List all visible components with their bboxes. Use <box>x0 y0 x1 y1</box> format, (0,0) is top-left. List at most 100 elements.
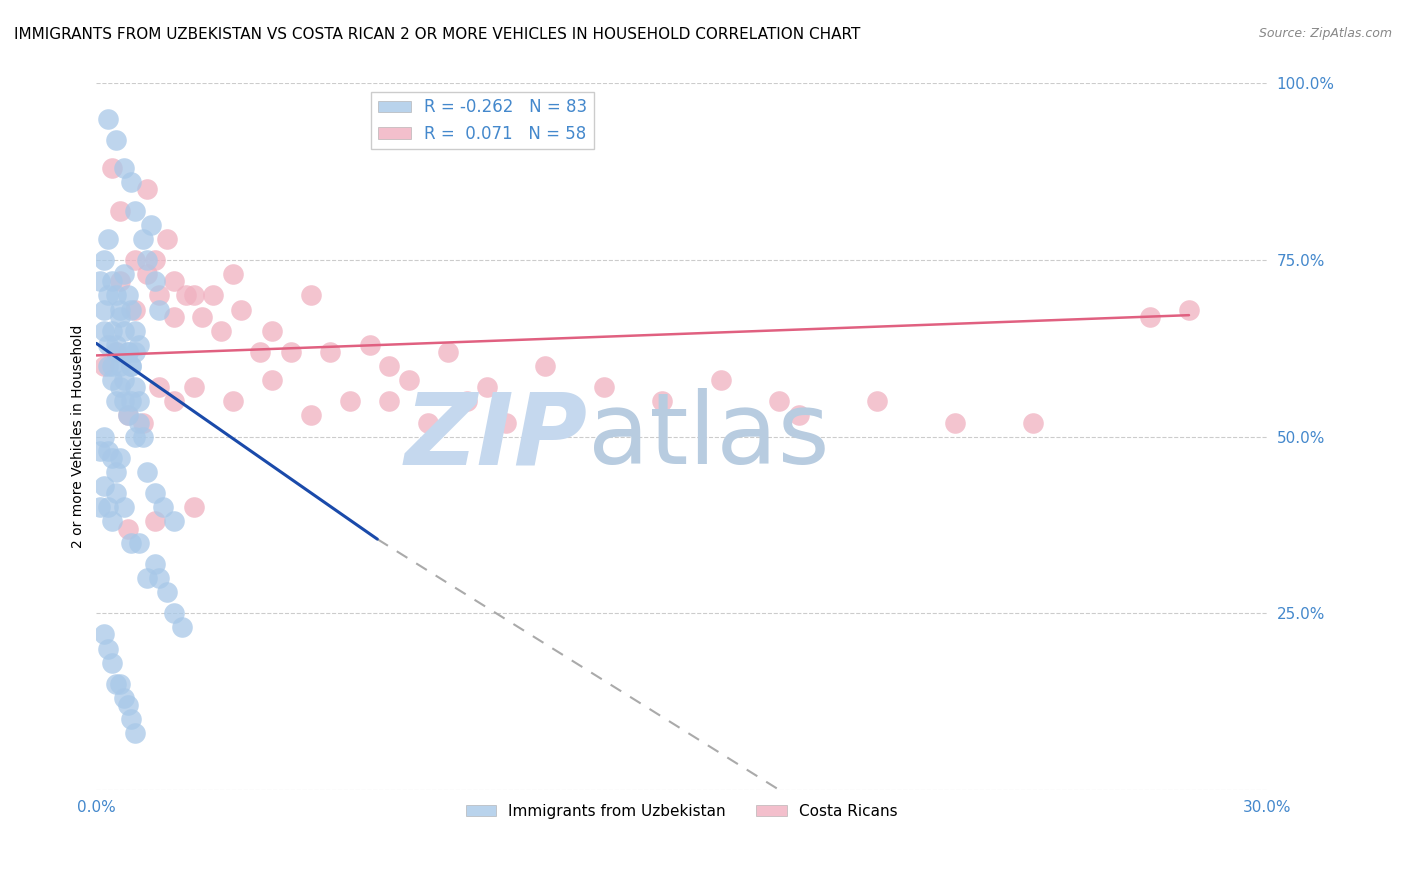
Point <box>132 232 155 246</box>
Point <box>124 345 146 359</box>
Point <box>398 373 420 387</box>
Point <box>97 288 120 302</box>
Point <box>104 338 127 352</box>
Point <box>112 691 135 706</box>
Point <box>339 394 361 409</box>
Point <box>249 345 271 359</box>
Point <box>136 253 159 268</box>
Point <box>97 641 120 656</box>
Point <box>112 267 135 281</box>
Point <box>229 302 252 317</box>
Point <box>124 726 146 740</box>
Point <box>112 324 135 338</box>
Point <box>172 620 194 634</box>
Point <box>436 345 458 359</box>
Point <box>710 373 733 387</box>
Point <box>163 310 186 324</box>
Point <box>101 359 124 373</box>
Point <box>148 302 170 317</box>
Point <box>101 515 124 529</box>
Point <box>148 288 170 302</box>
Point <box>222 267 245 281</box>
Point <box>139 218 162 232</box>
Point <box>121 394 143 409</box>
Point <box>299 288 322 302</box>
Point <box>136 267 159 281</box>
Point <box>128 416 150 430</box>
Point <box>943 416 966 430</box>
Point <box>108 450 131 465</box>
Point <box>101 656 124 670</box>
Point <box>183 380 205 394</box>
Point <box>121 359 143 373</box>
Point <box>93 479 115 493</box>
Point <box>534 359 557 373</box>
Point <box>183 288 205 302</box>
Text: ZIP: ZIP <box>405 388 588 485</box>
Point <box>155 232 177 246</box>
Point <box>93 302 115 317</box>
Point <box>101 161 124 176</box>
Point <box>121 302 143 317</box>
Point <box>319 345 342 359</box>
Point <box>93 359 115 373</box>
Point <box>592 380 614 394</box>
Point <box>128 338 150 352</box>
Point <box>117 288 139 302</box>
Point <box>104 394 127 409</box>
Point <box>1139 310 1161 324</box>
Point <box>124 203 146 218</box>
Point <box>117 409 139 423</box>
Point <box>136 571 159 585</box>
Point <box>117 345 139 359</box>
Text: atlas: atlas <box>588 388 830 485</box>
Point <box>1178 302 1201 317</box>
Point <box>97 359 120 373</box>
Point <box>163 394 186 409</box>
Point <box>97 443 120 458</box>
Point <box>190 310 212 324</box>
Point <box>93 627 115 641</box>
Point <box>117 345 139 359</box>
Point <box>112 373 135 387</box>
Point <box>143 515 166 529</box>
Point <box>183 500 205 515</box>
Point <box>359 338 381 352</box>
Point <box>108 274 131 288</box>
Point <box>148 571 170 585</box>
Point <box>108 302 131 317</box>
Text: IMMIGRANTS FROM UZBEKISTAN VS COSTA RICAN 2 OR MORE VEHICLES IN HOUSEHOLD CORREL: IMMIGRANTS FROM UZBEKISTAN VS COSTA RICA… <box>14 27 860 42</box>
Point <box>117 409 139 423</box>
Point <box>155 585 177 599</box>
Point <box>121 359 143 373</box>
Point <box>124 430 146 444</box>
Point <box>143 274 166 288</box>
Point <box>104 677 127 691</box>
Point <box>174 288 197 302</box>
Y-axis label: 2 or more Vehicles in Household: 2 or more Vehicles in Household <box>72 325 86 549</box>
Point <box>117 522 139 536</box>
Point <box>101 274 124 288</box>
Point <box>143 253 166 268</box>
Point <box>209 324 232 338</box>
Point <box>495 416 517 430</box>
Point <box>132 416 155 430</box>
Point <box>93 430 115 444</box>
Point <box>121 175 143 189</box>
Point <box>136 465 159 479</box>
Point <box>143 486 166 500</box>
Point <box>456 394 478 409</box>
Point <box>163 274 186 288</box>
Point <box>108 380 131 394</box>
Point <box>97 338 120 352</box>
Point <box>93 253 115 268</box>
Point <box>475 380 498 394</box>
Point <box>89 443 111 458</box>
Point <box>101 324 124 338</box>
Point <box>104 288 127 302</box>
Point <box>651 394 673 409</box>
Point <box>378 394 401 409</box>
Point <box>163 515 186 529</box>
Point <box>108 310 131 324</box>
Point <box>202 288 225 302</box>
